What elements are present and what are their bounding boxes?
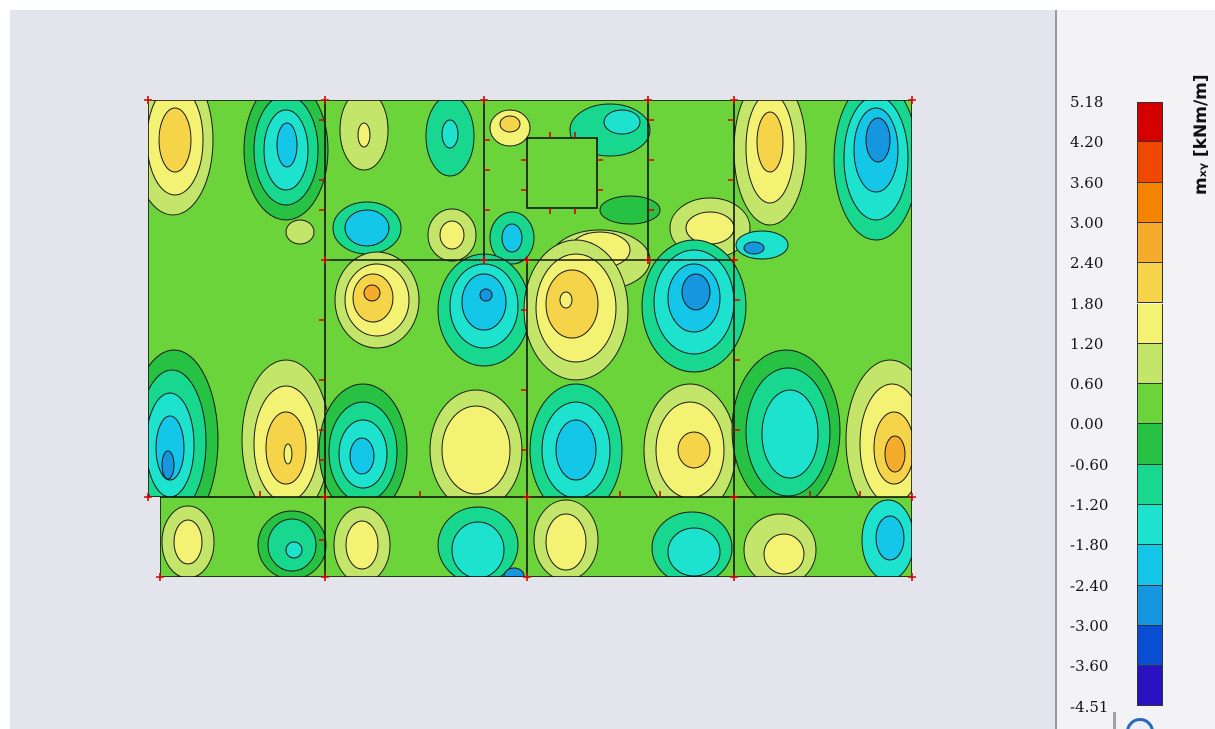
color-scale-tick-label: -1.20 (1070, 496, 1109, 514)
color-scale-segment (1137, 625, 1163, 667)
panel-divider[interactable] (1055, 10, 1057, 729)
color-scale-segment (1137, 142, 1163, 183)
color-scale-segment (1137, 545, 1163, 586)
legend-quantity-label: mₓᵧ [kNm/m] (1191, 74, 1211, 195)
color-scale-tick-label: 1.80 (1070, 294, 1104, 313)
resize-grip[interactable] (1113, 712, 1116, 729)
color-scale-tick-label: 5.18 (1070, 93, 1104, 111)
color-scale-tick-label: -1.80 (1070, 536, 1109, 555)
color-scale-bar (1137, 102, 1163, 707)
help-icon (1126, 718, 1154, 729)
color-scale-segment (1137, 464, 1163, 505)
color-scale-segment (1137, 263, 1163, 304)
help-button[interactable] (1120, 716, 1160, 729)
color-scale-tick-label: 2.40 (1070, 254, 1104, 273)
color-scale-tick-label: 1.20 (1070, 334, 1104, 353)
color-scale-segment (1137, 303, 1163, 344)
color-scale-segment (1137, 182, 1163, 223)
support-markers (144, 96, 916, 581)
color-scale-segment (1137, 585, 1163, 626)
mxy-contour-plot (144, 96, 916, 581)
color-scale-tick-label: -3.60 (1070, 657, 1109, 676)
results-viewport[interactable] (10, 10, 1055, 729)
color-scale-tick-label: -4.51 (1070, 697, 1109, 716)
color-scale-segment (1137, 505, 1163, 546)
color-scale-tick-label: -2.40 (1070, 576, 1109, 595)
color-scale-segment (1137, 666, 1163, 707)
color-scale-tick-label: 3.00 (1070, 213, 1104, 232)
color-scale-segment (1137, 102, 1163, 143)
color-scale-tick-label: -3.00 (1070, 616, 1109, 635)
color-scale-segment (1137, 343, 1163, 385)
color-scale-tick-label: 3.60 (1070, 173, 1104, 192)
color-scale-segment (1137, 222, 1163, 264)
main-slab-contours (148, 100, 912, 497)
color-scale-tick-label: 4.20 (1070, 133, 1104, 152)
bottom-strip-contours (160, 497, 912, 577)
color-scale-tick-label: -0.60 (1070, 455, 1109, 474)
legend-panel (1057, 10, 1215, 729)
color-scale-segment (1137, 424, 1163, 465)
legend-title: mₓᵧ [kNm/m] (1183, 25, 1215, 205)
color-scale-tick-label: 0.00 (1070, 415, 1104, 434)
color-scale-tick-label: 0.60 (1070, 375, 1104, 394)
color-scale-segment (1137, 384, 1163, 425)
